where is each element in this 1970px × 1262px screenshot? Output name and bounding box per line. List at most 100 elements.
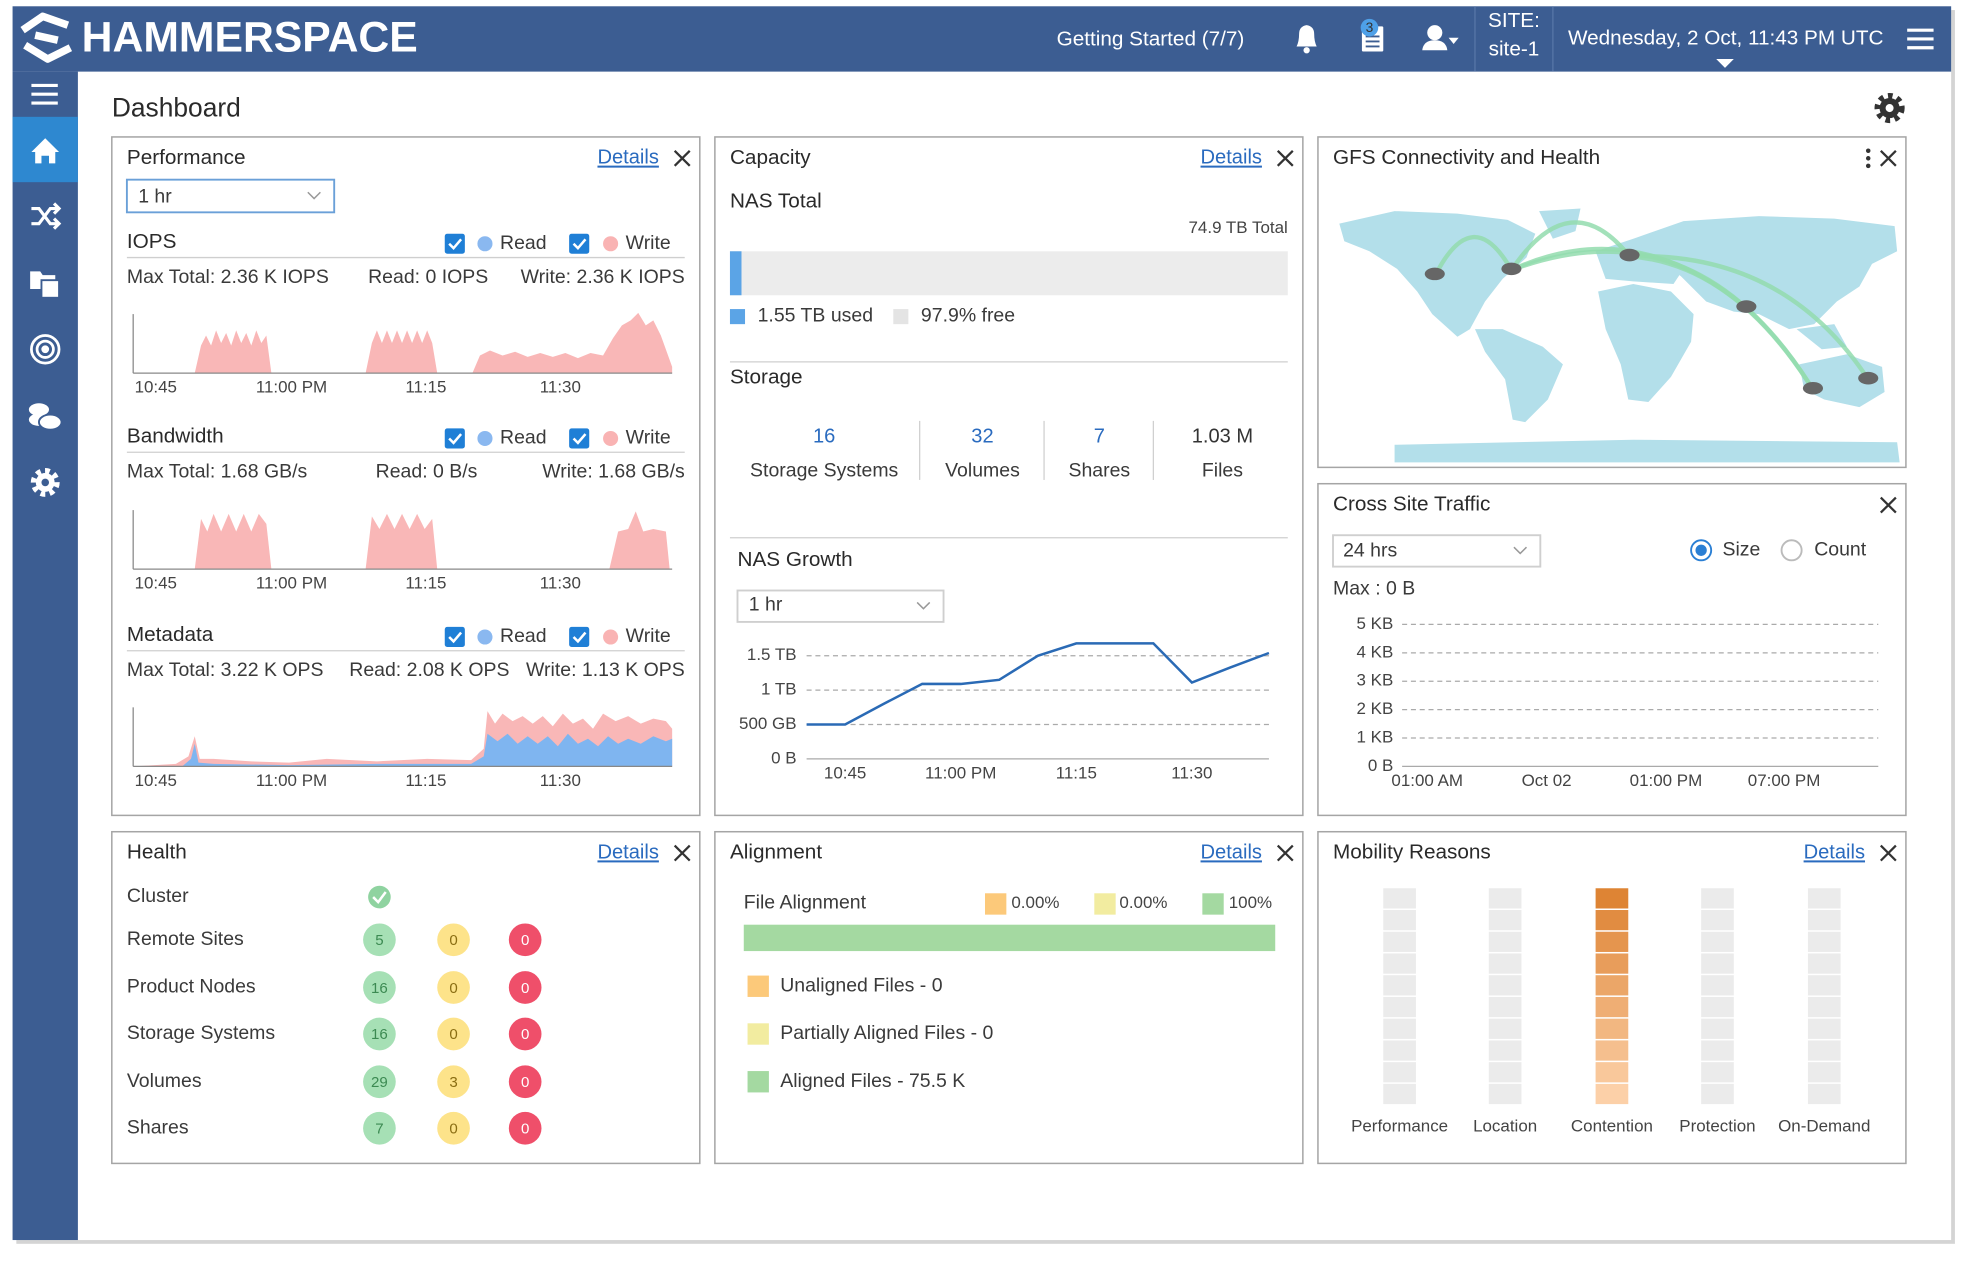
reason-label: Location [1473, 1116, 1537, 1135]
stat-count[interactable]: 32 [971, 426, 993, 448]
reason-cell [1595, 931, 1629, 952]
status-error[interactable] [508, 1111, 542, 1145]
more-icon[interactable] [1865, 148, 1871, 169]
status-warning[interactable] [437, 1017, 470, 1051]
range-select[interactable]: 24 hrs [1343, 540, 1397, 562]
health-row-label: Volumes [127, 1070, 202, 1092]
status-ok[interactable] [363, 1017, 396, 1051]
dashboard-settings-icon[interactable] [1874, 92, 1905, 124]
status-warning[interactable] [437, 1111, 470, 1145]
dropdown[interactable] [736, 589, 945, 623]
y-tick-label: 2 KB [1357, 699, 1394, 718]
radio[interactable] [1780, 539, 1803, 562]
dropdown[interactable] [1332, 534, 1542, 568]
health-row-label: Remote Sites [127, 928, 244, 950]
close-button[interactable] [1879, 149, 1897, 167]
panel-title: Mobility Reasons [1333, 841, 1491, 864]
alignment-legend: Aligned Files - 75.5 K [780, 1070, 965, 1092]
status-error[interactable] [508, 1065, 542, 1099]
checkbox[interactable] [444, 626, 465, 648]
checkbox[interactable] [569, 626, 590, 648]
top-bar [12, 6, 1952, 72]
stat-name: Files [1202, 459, 1243, 481]
status-error[interactable] [508, 923, 542, 957]
status-warning[interactable] [437, 923, 470, 957]
dropdown[interactable] [125, 178, 336, 214]
details-link[interactable]: Details [597, 147, 658, 169]
close-button[interactable] [1879, 844, 1897, 862]
stat-count: 1.03 M [1192, 426, 1253, 448]
sidebar-menu-icon[interactable] [31, 83, 58, 105]
menu-icon[interactable] [1907, 28, 1934, 50]
status-error[interactable] [508, 971, 542, 1004]
status-ok[interactable] [363, 1065, 396, 1099]
cloud-icon[interactable] [28, 403, 63, 431]
status-error[interactable] [508, 1017, 542, 1051]
status-ok[interactable] [363, 923, 396, 957]
checkmark [372, 891, 387, 904]
legend-swatch [1094, 893, 1116, 915]
site-icons[interactable] [1424, 248, 1879, 395]
mode-option[interactable]: Count [1814, 538, 1867, 560]
x-tick-label: 10:45 [135, 378, 177, 397]
stat-count[interactable]: 7 [1094, 426, 1105, 448]
close-button[interactable] [1276, 844, 1294, 862]
status-ok[interactable] [363, 1111, 396, 1145]
data-line [806, 642, 1270, 726]
dropdown-chevron [916, 601, 931, 610]
close-button[interactable] [1276, 149, 1294, 167]
status-warning[interactable] [437, 1065, 470, 1099]
reason-cell [1488, 931, 1522, 952]
dropdown-chevron [307, 191, 321, 200]
range-select[interactable]: 1 hr [138, 185, 172, 207]
reason-cell [1701, 996, 1734, 1018]
alignment-legend: Unaligned Files - 0 [780, 974, 942, 996]
status-warning[interactable] [437, 971, 470, 1004]
x-tick-label: 01:00 PM [1630, 771, 1703, 790]
checkbox[interactable] [444, 428, 465, 449]
reason-cell [1488, 1040, 1522, 1061]
details-link[interactable]: Details [1804, 841, 1865, 863]
status-ok[interactable] [363, 971, 396, 1004]
y-tick-label: 500 GB [739, 714, 797, 733]
details-link[interactable]: Details [1201, 841, 1262, 863]
x-tick-label: 11:00 PM [256, 574, 327, 593]
checkbox[interactable] [569, 428, 590, 449]
close-button[interactable] [673, 844, 691, 862]
site-name[interactable]: site-1 [1489, 38, 1540, 61]
notification-count: 3 [1366, 19, 1374, 35]
legend-swatch [893, 309, 909, 325]
shuffle-icon[interactable] [31, 202, 62, 230]
stat-count[interactable]: 16 [813, 426, 835, 448]
user-icon[interactable] [1422, 25, 1459, 51]
reason-cell [1807, 1083, 1841, 1105]
home-icon[interactable] [31, 138, 60, 164]
write-dot [603, 430, 619, 447]
bell-icon[interactable] [1296, 25, 1317, 54]
section-title: IOPS [127, 230, 177, 253]
write-total: Write: 2.36 K IOPS [521, 266, 685, 288]
legend-write: Write [626, 427, 671, 449]
files-icon[interactable] [30, 271, 60, 299]
mode-option[interactable]: Size [1722, 538, 1760, 560]
settings-icon[interactable] [30, 468, 60, 497]
reason-cell [1807, 909, 1841, 931]
checkbox[interactable] [569, 233, 590, 254]
nas-growth-title: NAS Growth [737, 548, 852, 571]
close-button[interactable] [1879, 496, 1897, 514]
section-title: Metadata [127, 623, 214, 646]
details-link[interactable]: Details [1201, 147, 1262, 169]
reason-cell [1807, 1062, 1841, 1083]
tasks-icon[interactable] [1360, 18, 1384, 52]
checkbox[interactable] [444, 233, 465, 254]
x-tick-label: 11:00 PM [925, 763, 996, 782]
getting-started[interactable]: Getting Started (7/7) [1057, 28, 1245, 51]
reason-cell [1807, 1040, 1841, 1061]
details-link[interactable]: Details [597, 841, 658, 863]
legend-write: Write [626, 232, 671, 254]
percent-label: 0.00% [1011, 893, 1059, 912]
used-label: 1.55 TB used [758, 305, 873, 327]
close-button[interactable] [673, 149, 691, 167]
range-select[interactable]: 1 hr [749, 594, 783, 616]
target-icon[interactable] [30, 334, 61, 365]
